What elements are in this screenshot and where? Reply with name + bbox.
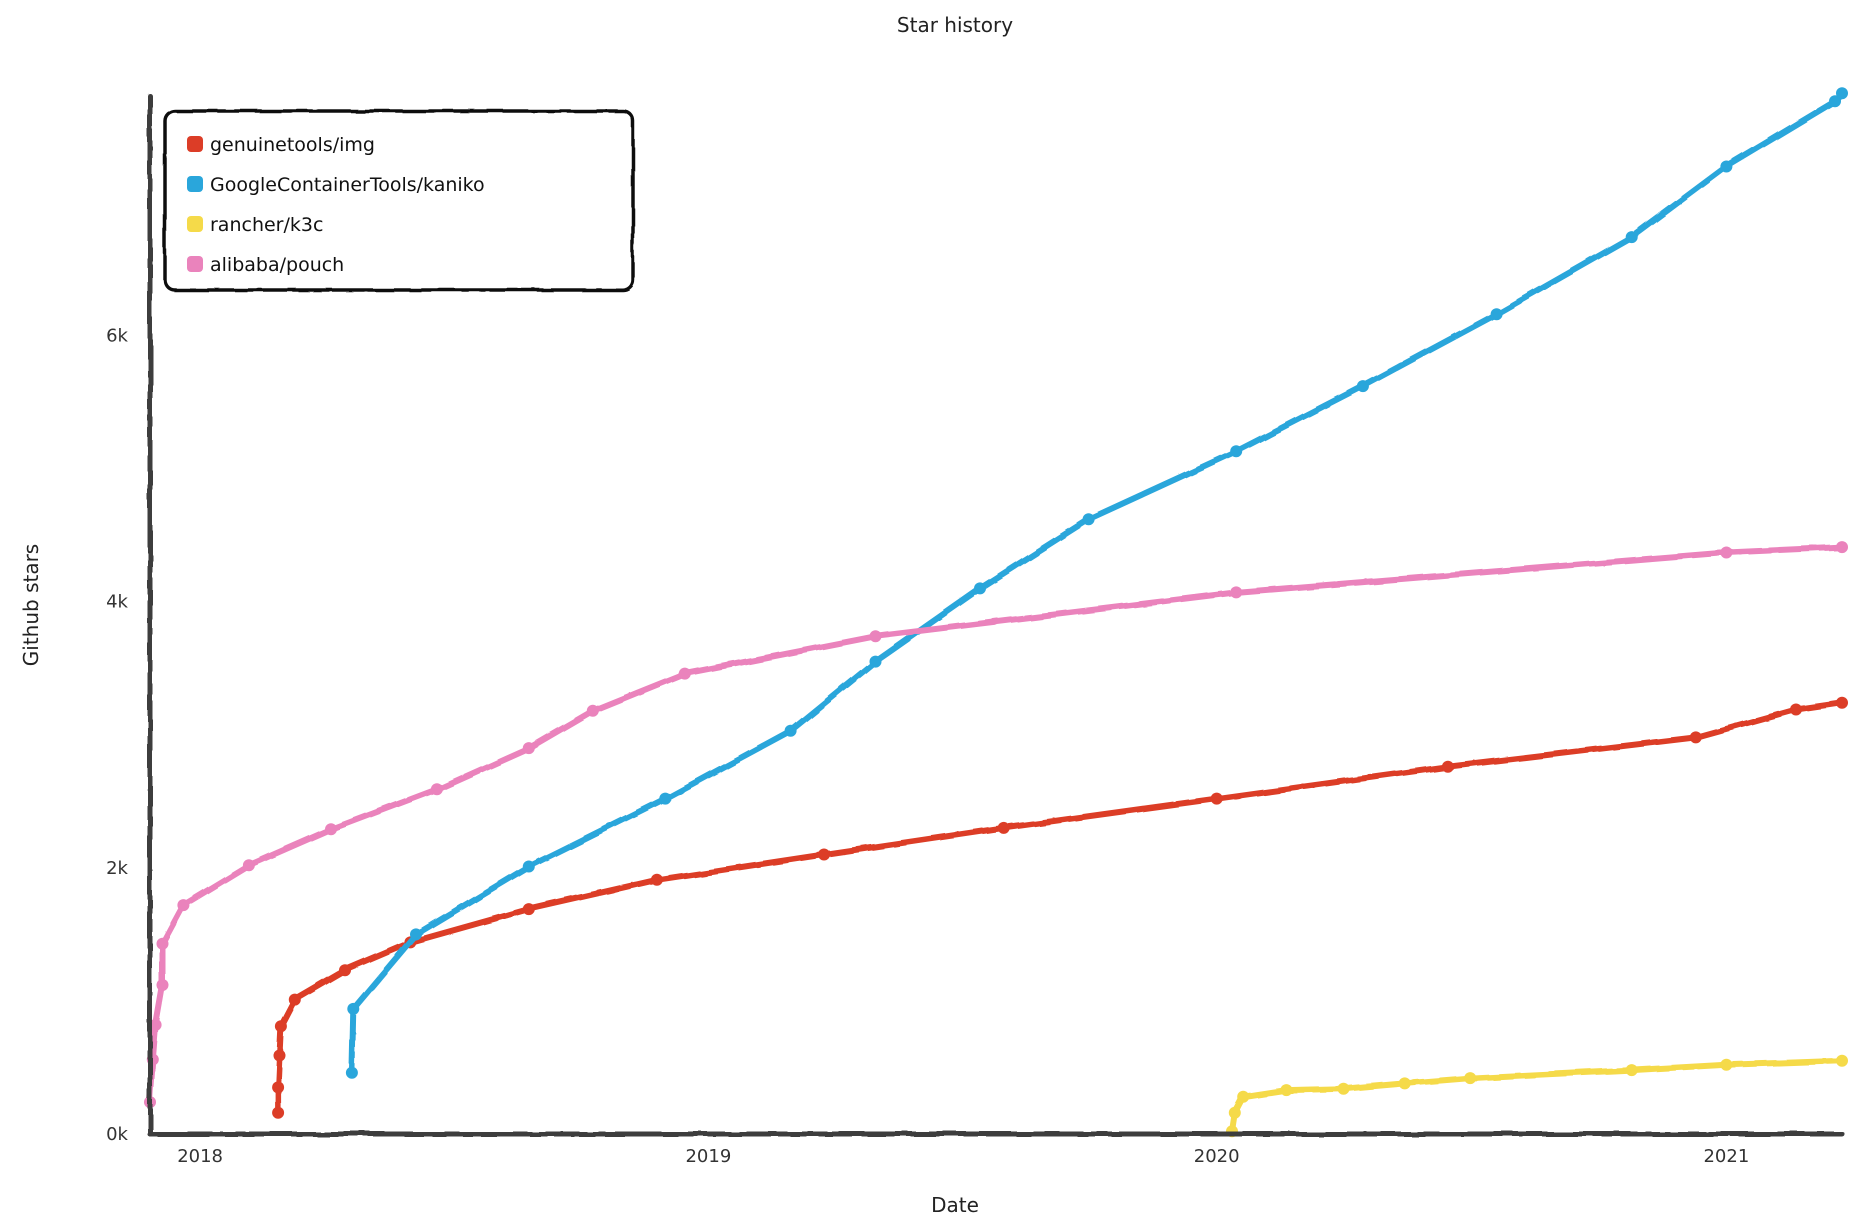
series-point <box>1082 513 1095 526</box>
series-point <box>1464 1072 1477 1085</box>
series-point <box>430 783 443 796</box>
series-point <box>586 704 599 717</box>
x-tick-label: 2018 <box>177 1146 223 1167</box>
series-point <box>1720 1058 1733 1071</box>
series-point <box>242 859 255 872</box>
legend-label: alibaba/pouch <box>210 254 344 276</box>
series-layer <box>144 87 1848 1138</box>
series-line <box>348 90 1845 1076</box>
series-point <box>997 821 1010 834</box>
series-point <box>274 1020 287 1033</box>
series-point <box>288 993 301 1006</box>
x-axis-label: Date <box>931 1193 979 1217</box>
legend-label: GoogleContainerTools/kaniko <box>210 174 485 196</box>
series-line <box>1229 1057 1845 1135</box>
series-point <box>177 899 190 912</box>
series-point <box>522 742 535 755</box>
series-point <box>1356 380 1369 393</box>
series-rancher-k3c <box>1226 1054 1848 1138</box>
series-point <box>1228 1106 1241 1119</box>
y-axis-label: Github stars <box>19 544 43 666</box>
series-point <box>784 724 797 737</box>
series-point <box>818 848 830 861</box>
series-point <box>1836 696 1848 709</box>
series-line <box>147 544 1845 1106</box>
y-tick-label: 0k <box>106 1124 128 1145</box>
x-tick-label: 2020 <box>1194 1146 1240 1167</box>
y-tick-label: 4k <box>106 592 128 613</box>
legend-swatch <box>187 176 203 192</box>
y-tick-label: 2k <box>106 858 128 879</box>
legend-swatch <box>187 136 203 152</box>
series-point <box>1280 1084 1293 1097</box>
series-point <box>1210 792 1223 805</box>
series-point <box>273 1049 286 1062</box>
series-point <box>1829 95 1841 108</box>
series-point <box>339 964 351 977</box>
series-point <box>1230 445 1243 458</box>
series-alibaba-pouch <box>144 541 1848 1109</box>
series-point <box>659 792 672 805</box>
series-point <box>1490 308 1503 321</box>
y-tick-labels: 0k 2k 4k 6k <box>106 326 128 1146</box>
x-tick-labels: 2018 2019 2020 2021 <box>177 1146 1749 1167</box>
chart-legend: genuinetools/img GoogleContainerTools/kan… <box>163 109 635 292</box>
series-point <box>1237 1090 1250 1103</box>
x-tick-label: 2019 <box>685 1146 731 1167</box>
series-point <box>149 1018 162 1031</box>
x-tick-label: 2021 <box>1703 1146 1749 1167</box>
series-point <box>1625 1064 1638 1077</box>
series-point <box>650 873 663 886</box>
series-point <box>1836 1054 1848 1067</box>
series-point <box>1790 703 1802 716</box>
series-point <box>325 823 337 836</box>
series-point <box>522 903 535 916</box>
series-line <box>275 699 1845 1116</box>
series-point <box>1689 731 1702 744</box>
series-point <box>974 582 986 595</box>
series-point <box>1720 546 1733 559</box>
series-point <box>1625 231 1638 244</box>
series-point <box>347 1002 360 1015</box>
series-point <box>345 1066 358 1079</box>
y-tick-label: 6k <box>106 326 128 347</box>
legend-label: rancher/k3c <box>210 214 323 236</box>
series-point <box>678 667 691 680</box>
series-point <box>1836 541 1848 554</box>
legend-swatch <box>187 216 203 232</box>
series-point <box>1230 586 1243 599</box>
series-point <box>410 928 422 941</box>
legend-swatch <box>187 256 203 272</box>
series-point <box>272 1106 285 1119</box>
series-point <box>1441 760 1454 773</box>
series-point <box>869 655 882 668</box>
series-point <box>522 860 535 873</box>
legend-label: genuinetools/img <box>210 134 375 156</box>
series-point <box>1398 1077 1411 1090</box>
series-point <box>1337 1082 1350 1095</box>
series-point <box>156 937 169 950</box>
series-googlecontainertools-kaniko <box>345 87 1848 1079</box>
series-point <box>156 979 169 991</box>
series-point <box>272 1081 285 1094</box>
series-point <box>869 630 882 643</box>
series-point <box>1836 87 1848 100</box>
chart-title: Star history <box>897 13 1013 37</box>
legend-box <box>163 109 635 292</box>
series-point <box>1720 160 1733 173</box>
